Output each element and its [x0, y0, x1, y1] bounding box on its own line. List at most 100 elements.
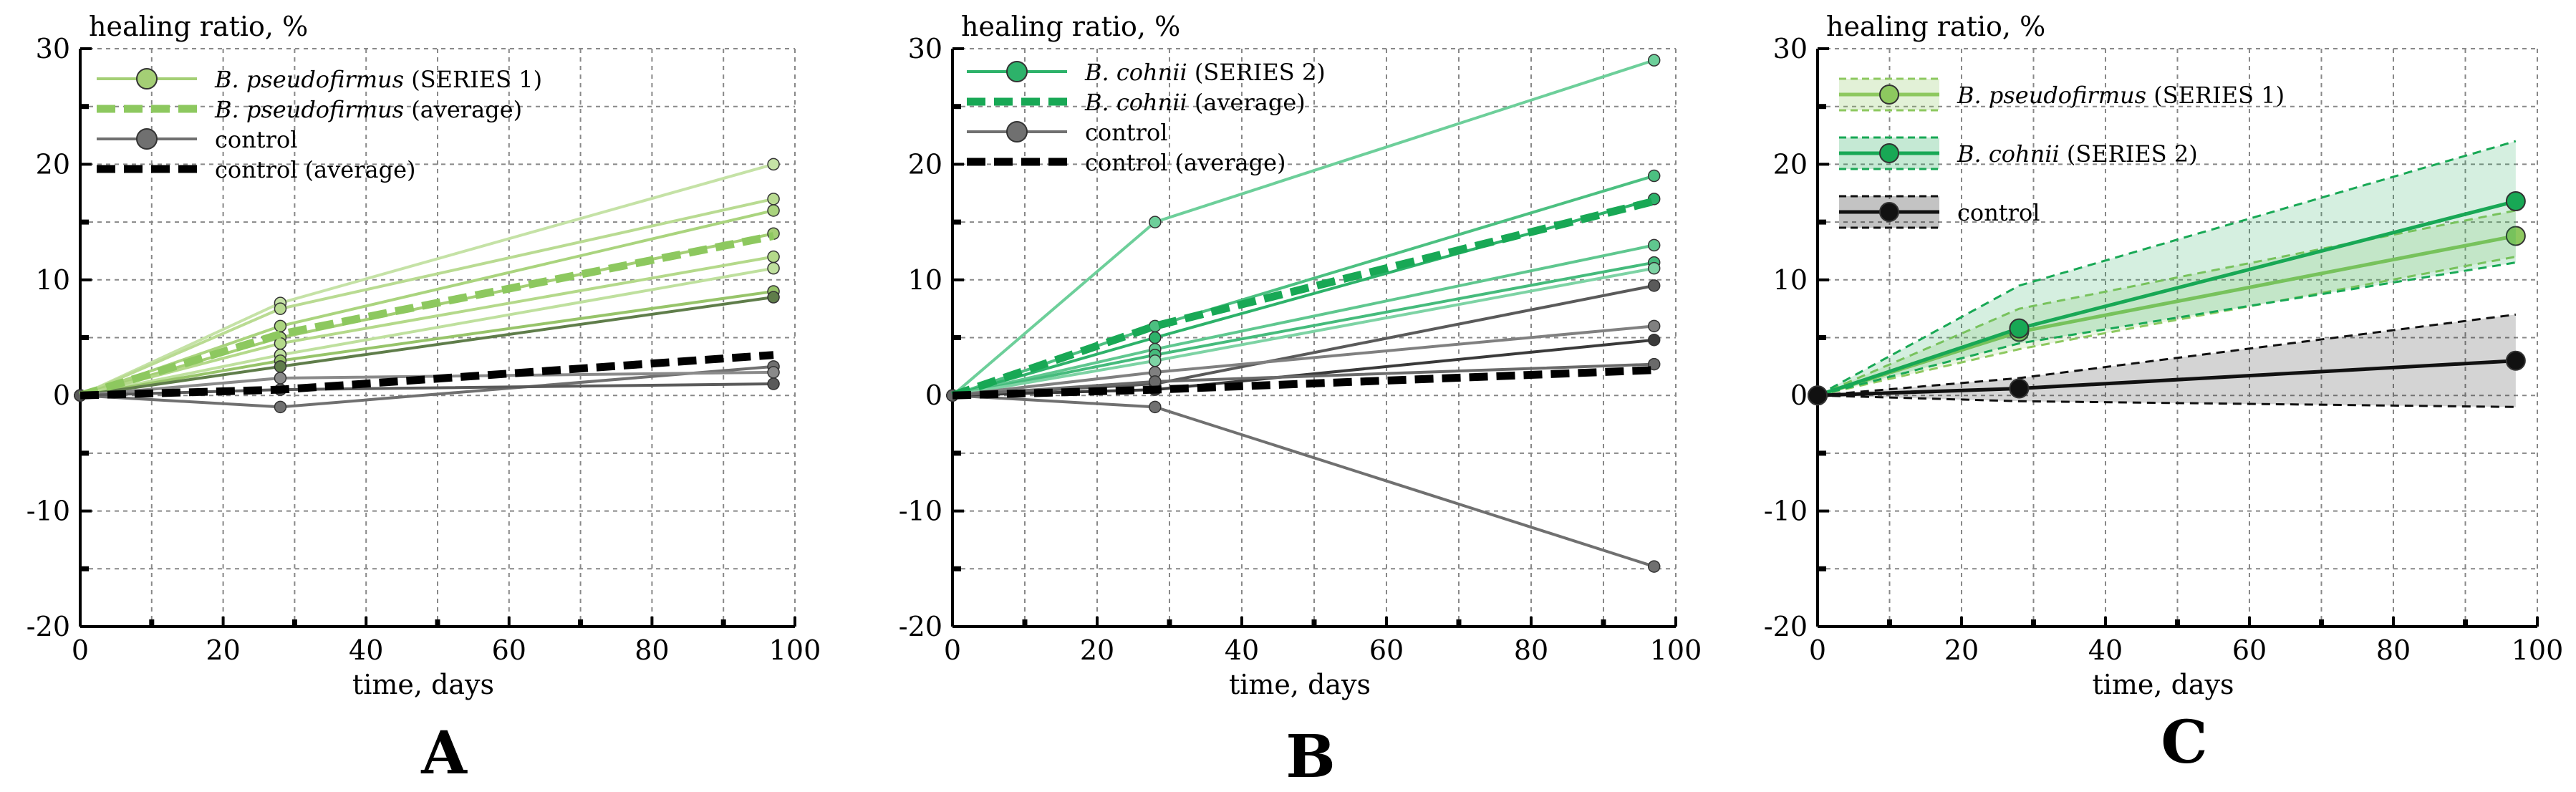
data-point: [1808, 385, 1828, 406]
data-point: [1149, 354, 1162, 367]
y-axis-title: healing ratio, %: [1826, 11, 2045, 42]
data-point: [1149, 400, 1162, 414]
panel-B: 0 20 40 60 80 100 -20 -10 0 10 20 30 healing ratio, …: [899, 11, 1702, 791]
legend-label-italic: B. cohnii: [1957, 140, 2060, 168]
panel-label: A: [420, 719, 468, 788]
band-lower-line: [1817, 256, 2517, 397]
average-line: [952, 366, 1654, 400]
legend-entry: control: [1839, 195, 2040, 229]
data-point: [274, 319, 287, 333]
x-tick-label: 40: [349, 634, 383, 666]
x-tick-label: 80: [1514, 634, 1548, 666]
legend-label: control: [215, 126, 297, 153]
legend-entry: B. pseudofirmus (average): [97, 96, 522, 123]
legend-label: B. cohnii (SERIES 2): [1957, 140, 2198, 168]
data-point: [1647, 357, 1661, 371]
x-tick-label: 80: [2376, 634, 2411, 666]
legend-entry: control (average): [967, 149, 1285, 176]
x-tick-label: 60: [1369, 634, 1404, 666]
y-tick-label: -20: [26, 611, 70, 642]
y-tick-label: 10: [36, 264, 70, 296]
x-tick-label: 80: [635, 634, 669, 666]
x-tick-label: 100: [2512, 634, 2564, 666]
average-line: [79, 232, 775, 400]
legend-label-text: (SERIES 2): [2060, 140, 2198, 168]
data-point: [1647, 261, 1661, 275]
legend-entry: B. cohnii (SERIES 2): [967, 59, 1326, 86]
y-tick-label: 0: [53, 380, 70, 411]
y-tick-label: 0: [1790, 380, 1808, 411]
band-lower-line: [1817, 394, 2516, 408]
x-tick-label: 100: [769, 634, 821, 666]
legend-label-italic: B. pseudofirmus: [214, 66, 404, 93]
legend-marker: [136, 68, 158, 90]
data-point: [1149, 331, 1162, 344]
series-b-cohnii-average: [951, 197, 1656, 400]
band-upper-line: [1817, 209, 2517, 397]
legend-label-text: control (average): [1085, 149, 1285, 176]
legend-label: control (average): [1085, 149, 1285, 176]
y-tick-label: 0: [925, 380, 942, 411]
legend-label-italic: B. pseudofirmus: [1957, 82, 2146, 109]
band-upper-line: [1817, 313, 2517, 397]
data-point: [767, 250, 780, 264]
x-tick-label: 60: [492, 634, 526, 666]
legend-label-text: control: [215, 126, 297, 153]
panel-label: C: [2161, 708, 2207, 777]
data-point: [274, 360, 287, 373]
x-tick-label: 0: [1809, 634, 1826, 666]
legend-label: B. cohnii (average): [1084, 89, 1306, 116]
legend-label-italic: B. pseudofirmus: [214, 96, 404, 123]
data-point: [767, 158, 780, 171]
panel-A: 0 20 40 60 80 100 -20 -10 0 10 20 30 healing ratio, …: [26, 11, 821, 788]
data-point: [767, 366, 780, 379]
x-tick-label: 60: [2232, 634, 2267, 666]
x-tick-label: 40: [2088, 634, 2123, 666]
legend-label-text: control: [1957, 199, 2040, 226]
legend-label-text: (average): [404, 96, 522, 123]
legend-marker: [1006, 61, 1028, 82]
legend-label-text: (average): [1187, 89, 1306, 116]
legend-marker: [136, 128, 158, 150]
data-point: [274, 400, 287, 414]
data-point: [1647, 238, 1661, 252]
x-tick-label: 20: [206, 634, 240, 666]
legend-marker: [1879, 143, 1899, 163]
y-tick-label: -10: [26, 496, 70, 527]
y-tick-label: -10: [899, 496, 942, 527]
data-point: [1647, 560, 1661, 573]
data-point: [767, 377, 780, 390]
legend-label: B. pseudofirmus (average): [214, 96, 522, 123]
legend-entry: B. pseudofirmus (SERIES 1): [97, 66, 542, 93]
legend-entry: B. cohnii (average): [967, 89, 1306, 116]
legend-label: B. pseudofirmus (SERIES 1): [1957, 82, 2285, 109]
series-control-sample-3: [946, 319, 1661, 402]
legend-entry: B. cohnii (SERIES 2): [1839, 136, 2198, 170]
legend-label-text: control: [1085, 119, 1167, 146]
legend-label-italic: B. cohnii: [1084, 59, 1187, 86]
x-axis-title: time, days: [1229, 669, 1371, 700]
legend-label-text: (SERIES 1): [404, 66, 542, 93]
average-line: [79, 351, 774, 400]
x-tick-label: 0: [944, 634, 961, 666]
y-tick-label: 20: [1773, 148, 1808, 180]
legend-marker: [1006, 121, 1028, 143]
legend-entry: control: [967, 119, 1167, 146]
data-point: [1647, 333, 1661, 347]
legend: B. pseudofirmus (SERIES 1) B. cohnii (SER…: [1839, 77, 2285, 229]
y-axis-title: healing ratio, %: [961, 11, 1180, 42]
legend-marker: [1879, 84, 1899, 105]
legend-label-text: (SERIES 1): [2146, 82, 2285, 109]
y-tick-label: 30: [1773, 33, 1808, 64]
data-point: [274, 302, 287, 315]
legend-label: control: [1957, 199, 2040, 226]
average-line: [951, 197, 1656, 400]
data-point: [767, 193, 780, 206]
data-point: [767, 261, 780, 275]
data-point: [1149, 216, 1162, 228]
legend-label-text: (SERIES 2): [1187, 59, 1326, 86]
y-tick-label: 10: [908, 264, 942, 296]
y-tick-label: 30: [36, 33, 70, 64]
panel-label: B: [1285, 723, 1335, 791]
data-point: [1647, 169, 1661, 183]
